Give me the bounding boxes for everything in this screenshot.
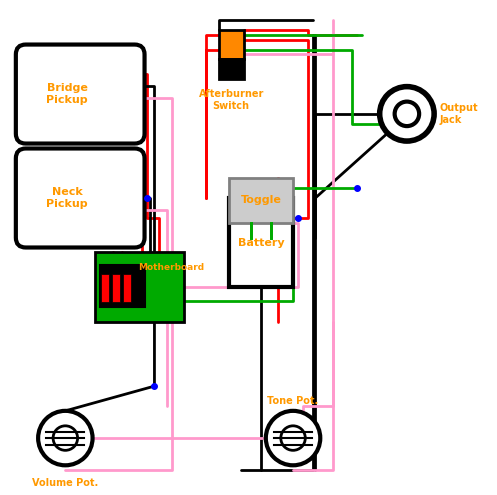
Bar xyxy=(100,265,145,307)
Circle shape xyxy=(395,101,419,126)
Text: Volume Pot.: Volume Pot. xyxy=(32,478,98,488)
Bar xyxy=(219,59,244,79)
Bar xyxy=(101,274,109,302)
Text: Toggle: Toggle xyxy=(241,196,281,205)
Circle shape xyxy=(266,411,320,465)
Circle shape xyxy=(38,411,92,465)
Circle shape xyxy=(380,87,434,141)
Circle shape xyxy=(53,426,78,450)
Text: Bridge
Pickup: Bridge Pickup xyxy=(46,83,88,105)
Bar xyxy=(123,274,131,302)
FancyBboxPatch shape xyxy=(16,148,145,248)
FancyBboxPatch shape xyxy=(229,178,293,223)
Text: Neck
Pickup: Neck Pickup xyxy=(46,187,88,209)
Text: Tone Pot.: Tone Pot. xyxy=(267,396,319,406)
Text: Output
Jack: Output Jack xyxy=(439,103,478,125)
Text: Afterburner
Switch: Afterburner Switch xyxy=(198,89,264,111)
Text: Motherboard: Motherboard xyxy=(138,263,204,272)
Text: Battery: Battery xyxy=(238,238,284,248)
FancyBboxPatch shape xyxy=(229,198,293,287)
FancyBboxPatch shape xyxy=(16,45,145,144)
Bar xyxy=(219,30,244,59)
Bar xyxy=(95,252,184,322)
Bar xyxy=(112,274,120,302)
Circle shape xyxy=(281,426,305,450)
